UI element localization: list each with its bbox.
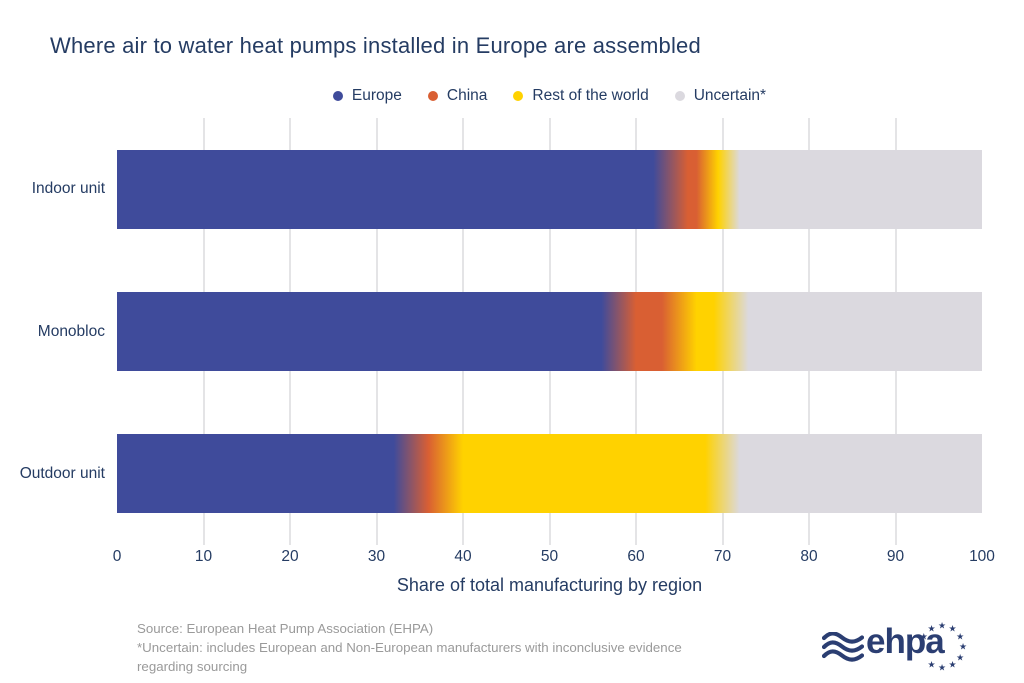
eu-star-icon: ★	[927, 659, 936, 670]
x-tick-label-50: 50	[540, 548, 559, 565]
category-label-2: Outdoor unit	[19, 464, 105, 482]
legend-item-3: Uncertain*	[674, 87, 767, 105]
legend-label: Rest of the world	[532, 87, 649, 104]
legend-item-0: Europe	[332, 87, 402, 105]
x-tick-label-70: 70	[713, 548, 732, 565]
eu-star-icon: ★	[927, 623, 936, 634]
legend-item-2: Rest of the world	[513, 87, 649, 105]
legend-dot-icon	[674, 91, 685, 101]
x-tick-label-0: 0	[112, 548, 122, 565]
category-label-1: Monobloc	[37, 322, 105, 340]
x-tick-label-40: 40	[454, 548, 472, 565]
legend-dot-icon	[513, 91, 524, 101]
x-tick-label-30: 30	[367, 548, 386, 565]
chart-title: Where air to water heat pumps installed …	[50, 33, 701, 58]
x-tick-label-20: 20	[281, 548, 299, 565]
footnote: Source: European Heat Pump Association (…	[137, 619, 682, 676]
x-tick-label-90: 90	[886, 548, 905, 565]
uncertain-note-line: *Uncertain: includes European and Non-Eu…	[137, 640, 682, 655]
eu-star-icon: ★	[937, 662, 947, 673]
legend-dot-icon	[427, 91, 438, 101]
eu-star-icon: ★	[919, 631, 928, 641]
eu-star-icon: ★	[956, 631, 965, 641]
category-label-0: Indoor unit	[31, 180, 105, 198]
x-tick-label-80: 80	[800, 548, 818, 565]
legend: Europe China Rest of the world Uncertain*	[117, 86, 982, 106]
x-tick-label-10: 10	[194, 548, 213, 565]
legend-item-1: China	[427, 87, 488, 105]
waves-icon	[822, 632, 864, 662]
legend-label: Europe	[351, 87, 402, 104]
x-axis-label: Share of total manufacturing by region	[396, 575, 703, 595]
bar-indoor-unit	[117, 149, 982, 229]
bar-outdoor-unit	[117, 434, 982, 514]
ehpa-logo-text: ehpa	[866, 622, 945, 661]
x-tick-label-60: 60	[627, 548, 645, 565]
eu-star-icon: ★	[958, 641, 968, 652]
legend-label: China	[446, 87, 488, 104]
category-axis: Indoor unit Monobloc Outdoor unit	[0, 118, 105, 545]
eu-star-icon: ★	[948, 659, 957, 670]
eu-stars-icon: ★ ★ ★ ★ ★ ★ ★ ★ ★ ★	[820, 614, 980, 678]
eu-star-icon: ★	[948, 623, 957, 634]
x-tick-label-100: 100	[969, 548, 995, 565]
source-line: Source: European Heat Pump Association (…	[137, 621, 434, 636]
ehpa-logo: ehpa ★ ★ ★ ★ ★ ★ ★ ★ ★ ★	[820, 614, 980, 678]
uncertain-note-line2: regarding sourcing	[137, 659, 248, 674]
plot-area	[117, 118, 982, 545]
eu-star-icon: ★	[937, 620, 947, 631]
x-axis: 0 10 20 30 40 50 60 70 80 90 100	[113, 548, 995, 568]
bar-monobloc	[117, 292, 982, 371]
eu-star-icon: ★	[956, 652, 965, 662]
legend-label: Uncertain*	[693, 87, 767, 104]
legend-dot-icon	[332, 91, 343, 101]
